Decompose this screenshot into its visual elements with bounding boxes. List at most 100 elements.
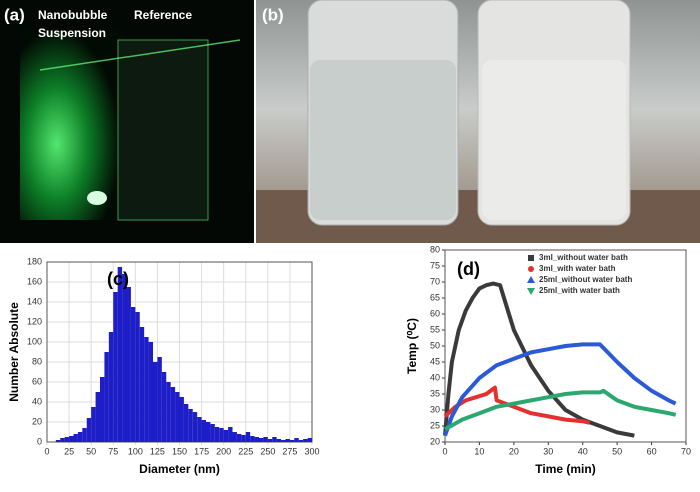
bar	[69, 436, 74, 442]
bar	[139, 327, 145, 442]
legend-marker	[527, 288, 535, 295]
bar	[122, 274, 127, 442]
bar	[192, 412, 198, 442]
x-tick-label: 200	[216, 446, 231, 456]
bar	[135, 312, 140, 442]
photo-text: Suspension	[38, 26, 106, 40]
bar	[219, 428, 224, 442]
y-tick-label: 25	[430, 420, 440, 430]
bar	[175, 392, 180, 442]
x-tick-label: 20	[509, 446, 519, 456]
bar	[276, 439, 282, 442]
x-tick-label: 10	[474, 446, 484, 456]
bar	[126, 287, 131, 442]
bar	[206, 422, 211, 442]
bar	[170, 387, 176, 442]
y-tick-label: 20	[32, 416, 42, 426]
y-tick-label: 50	[430, 340, 440, 350]
bar	[108, 332, 114, 442]
legend-label: 25ml_without water bath	[539, 275, 632, 284]
x-axis-label: Diameter (nm)	[139, 462, 220, 476]
bar	[214, 427, 220, 442]
y-axis-label: Number Absolute	[7, 302, 21, 402]
bar	[294, 438, 299, 442]
line	[443, 342, 677, 437]
bar	[241, 435, 246, 442]
bar	[289, 440, 295, 442]
panel-label: (d)	[457, 259, 480, 279]
line	[443, 385, 591, 425]
x-tick-label: 75	[108, 446, 118, 456]
bar	[153, 362, 158, 442]
y-tick-label: 60	[430, 308, 440, 318]
bar	[82, 428, 87, 442]
bar	[183, 404, 189, 442]
x-tick-label: 0	[44, 446, 49, 456]
bar	[298, 440, 304, 442]
bar	[130, 307, 136, 442]
x-tick-label: 125	[150, 446, 165, 456]
bar	[86, 418, 92, 442]
bar	[228, 427, 233, 442]
photo-text: Reference	[134, 8, 192, 22]
bar	[263, 437, 268, 442]
panel-label: (c)	[107, 269, 129, 289]
bar	[250, 436, 255, 442]
panel-label: (b)	[262, 5, 284, 24]
legend-marker	[527, 276, 535, 283]
x-tick-label: 0	[442, 446, 447, 456]
x-tick-label: 70	[681, 446, 691, 456]
y-tick-label: 30	[430, 404, 440, 414]
bar	[303, 439, 308, 442]
bar	[272, 437, 277, 442]
bar	[201, 420, 206, 442]
bar	[259, 438, 264, 442]
x-axis-label: Time (min)	[535, 462, 595, 476]
photo-b: (b)	[256, 0, 700, 243]
legend-label: 3ml_with water bath	[539, 264, 616, 273]
photo-text: Nanobubble	[38, 8, 108, 22]
y-axis-label: Temp (⁰C)	[405, 318, 419, 374]
bar	[161, 372, 167, 442]
y-tick-label: 55	[430, 324, 440, 334]
x-tick-label: 275	[282, 446, 297, 456]
bar	[144, 337, 149, 442]
legend-label: 3ml_without water bath	[539, 253, 628, 262]
y-tick-label: 80	[32, 356, 42, 366]
legend-marker	[528, 255, 534, 261]
y-tick-label: 20	[430, 436, 440, 446]
bar	[223, 430, 229, 442]
y-tick-label: 140	[27, 296, 42, 306]
y-tick-label: 45	[430, 356, 440, 366]
bar	[307, 438, 312, 442]
bar	[179, 397, 184, 442]
x-tick-label: 225	[238, 446, 253, 456]
line	[444, 388, 677, 431]
y-tick-label: 160	[27, 276, 42, 286]
x-tick-label: 175	[194, 446, 209, 456]
y-tick-label: 60	[32, 376, 42, 386]
y-tick-label: 0	[37, 436, 42, 446]
y-tick-label: 65	[430, 292, 440, 302]
bar	[281, 440, 286, 442]
y-tick-label: 180	[27, 256, 42, 266]
y-tick-label: 75	[430, 260, 440, 270]
legend-label: 25ml_with water bath	[539, 286, 620, 295]
bar	[188, 409, 193, 442]
photo-a: (a) Nanobubble Suspension Reference	[0, 0, 254, 243]
bar	[95, 392, 100, 442]
bar	[254, 437, 259, 442]
bar	[60, 438, 65, 442]
bar	[245, 432, 251, 442]
bar	[113, 292, 118, 442]
x-tick-label: 40	[578, 446, 588, 456]
x-tick-label: 50	[86, 446, 96, 456]
bar	[100, 377, 105, 442]
bar	[166, 382, 171, 442]
bar	[104, 352, 109, 442]
legend-marker	[528, 266, 534, 272]
bar	[64, 437, 70, 442]
bar	[77, 432, 83, 442]
bar	[157, 357, 162, 442]
